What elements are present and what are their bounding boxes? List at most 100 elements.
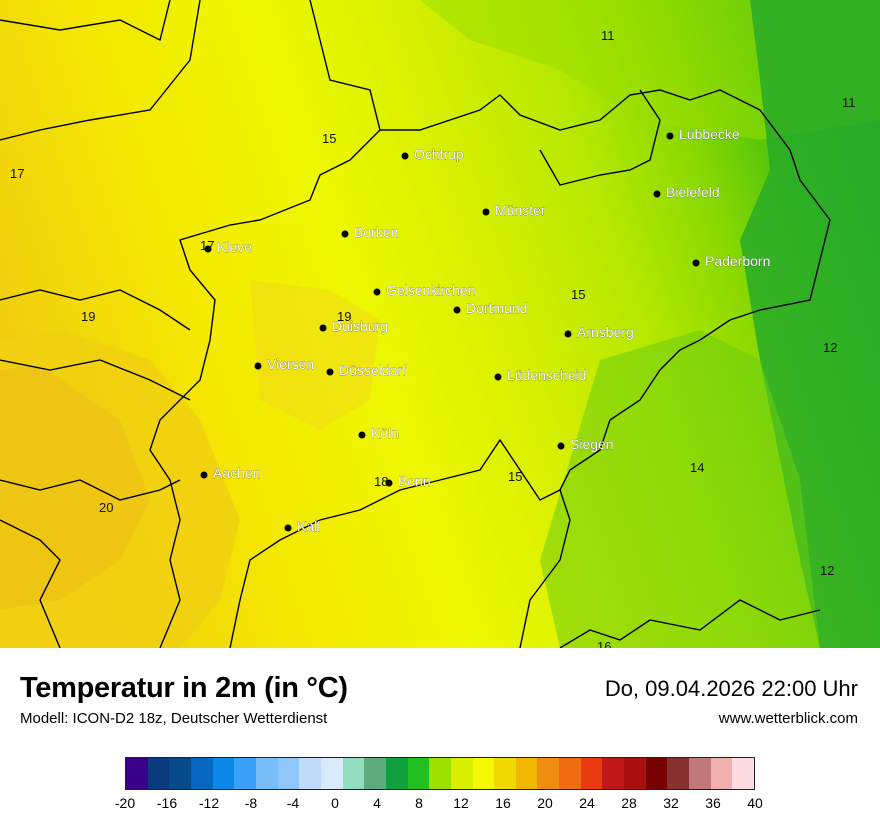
legend-swatch [580,758,603,789]
map-title: Temperatur in 2m (in °C) [20,672,348,704]
city-label-gelsenkirchen: Gelsenkirchen [386,282,476,298]
city-dot [341,230,349,238]
city-dot [254,362,262,370]
city-label-muenster: Münster [495,202,546,218]
temp-value-label: 19 [81,309,95,324]
legend-tick-label: 24 [579,795,595,811]
city-label-borken: Borken [354,224,398,240]
legend-tick-label: 4 [373,795,381,811]
city-dot [557,442,565,450]
city-label-bielefeld: Bielefeld [666,184,720,200]
city-label-kleve: Kleve [217,239,252,255]
legend-swatch [234,758,256,789]
coolest-zone-east [740,0,880,648]
forecast-datetime: Do, 09.04.2026 22:00 Uhr [604,676,858,701]
city-markers [200,132,700,532]
legend-swatch [710,758,733,789]
legend-swatch [320,758,343,789]
temp-value-label: 17 [200,238,214,253]
city-dot [200,471,208,479]
temp-value-label: 11 [842,95,856,110]
legend-tick-label: 32 [663,795,679,811]
legend-swatch [342,758,365,789]
city-label-duesseldorf: Düsseldorf [339,362,406,378]
city-dot [385,479,393,487]
city-label-dortmund: Dortmund [466,300,527,316]
legend-swatch [602,758,625,789]
legend-tick-label: -8 [244,795,258,811]
legend-swatch [126,758,148,789]
legend-swatch [147,758,170,789]
color-legend [125,757,755,790]
legend-swatch [385,758,408,789]
legend-swatch [407,758,430,789]
legend-tick-label: 40 [747,795,763,811]
legend-swatch [732,758,755,789]
city-label-koeln: Köln [371,425,399,441]
legend-swatch [429,758,451,789]
temp-value-label: 16 [597,639,611,648]
temp-value-label: 11 [601,28,615,43]
border-lines [0,0,831,648]
legend-swatch [255,758,278,789]
city-label-paderborn: Paderborn [705,253,770,269]
temp-value-label: 17 [10,166,24,181]
legend-tick-label: 28 [621,795,637,811]
city-dot [204,245,212,253]
city-label-arnsberg: Arnsberg [577,324,634,340]
city-dot [358,431,366,439]
legend-tick-label: -16 [156,795,178,811]
city-dot [284,524,292,532]
legend-tick-label: 16 [495,795,511,811]
city-label-kall: Kall [297,518,320,534]
warmest-zone [0,365,150,610]
temp-value-label: 12 [820,563,834,578]
legend-tick-label: 12 [453,795,469,811]
legend-tick-label: 36 [705,795,721,811]
city-label-bonn: Bonn [398,473,431,489]
legend-swatch [689,758,711,789]
legend-swatch [559,758,581,789]
legend-swatch [472,758,495,789]
temp-value-label: 20 [99,500,113,515]
cool-zone-southeast [540,330,820,648]
city-dot [666,132,674,140]
legend-swatch [645,758,668,789]
city-dot [453,306,461,314]
city-label-aachen: Aachen [213,465,260,481]
legend-swatch [169,758,191,789]
model-source: Modell: ICON-D2 18z, Deutscher Wetterdie… [20,710,328,727]
city-dot [692,259,700,267]
city-dot [373,288,381,296]
city-dot [564,330,572,338]
legend-tick-label: -20 [114,795,136,811]
legend-tick-label: 8 [415,795,423,811]
city-dot [494,373,502,381]
temp-value-label: 15 [322,131,336,146]
city-label-duisburg: Duisburg [332,318,388,334]
temperature-map: Lübbecke Ochtrup Bielefeld Münster Kleve… [0,0,880,648]
legend-swatch [190,758,213,789]
city-dot [326,368,334,376]
temp-value-label: 15 [571,287,585,302]
temp-value-label: 19 [337,309,351,324]
ruhr-warm-zone [250,280,380,430]
city-label-viersen: Viersen [267,356,314,372]
city-dot [653,190,661,198]
temp-value-label: 15 [508,469,522,484]
legend-swatch [212,758,235,789]
temp-value-label: 18 [374,474,388,489]
legend-tick-label: 20 [537,795,553,811]
legend-swatch [537,758,560,789]
city-label-luedenscheid: Lüdenscheid [507,367,586,383]
temp-value-label: 14 [690,460,704,475]
legend-tick-label: 0 [331,795,339,811]
city-dot [401,152,409,160]
city-dot [319,324,327,332]
legend-swatch [364,758,386,789]
legend-swatch [494,758,516,789]
temp-value-label: 12 [823,340,837,355]
legend-ticks: -20 -16 -12 -8 -4 0 4 8 12 16 20 24 28 32 36 40 [115,795,763,815]
website-link[interactable]: www.wetterblick.com [718,710,858,727]
city-dot [482,208,490,216]
